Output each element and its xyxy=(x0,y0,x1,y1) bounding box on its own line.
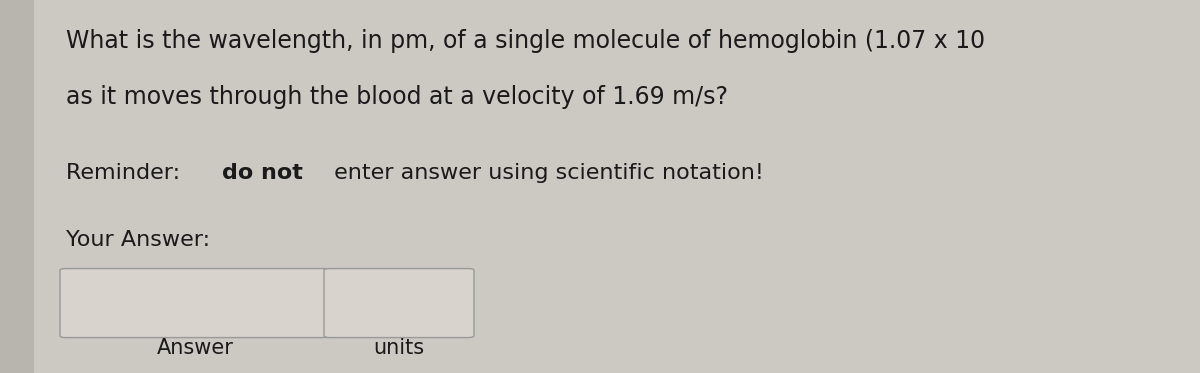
Text: units: units xyxy=(373,338,425,358)
FancyBboxPatch shape xyxy=(60,269,330,338)
Text: enter answer using scientific notation!: enter answer using scientific notation! xyxy=(326,163,763,183)
Text: Answer: Answer xyxy=(156,338,234,358)
Text: do not: do not xyxy=(222,163,304,183)
Text: Your Answer:: Your Answer: xyxy=(66,230,210,250)
FancyBboxPatch shape xyxy=(0,0,34,373)
Text: as it moves through the blood at a velocity of 1.69 m/s?: as it moves through the blood at a veloc… xyxy=(66,85,728,109)
FancyBboxPatch shape xyxy=(324,269,474,338)
Text: What is the wavelength, in pm, of a single molecule of hemoglobin (1.07 x 10: What is the wavelength, in pm, of a sing… xyxy=(66,29,985,53)
Text: Reminder:: Reminder: xyxy=(66,163,187,183)
